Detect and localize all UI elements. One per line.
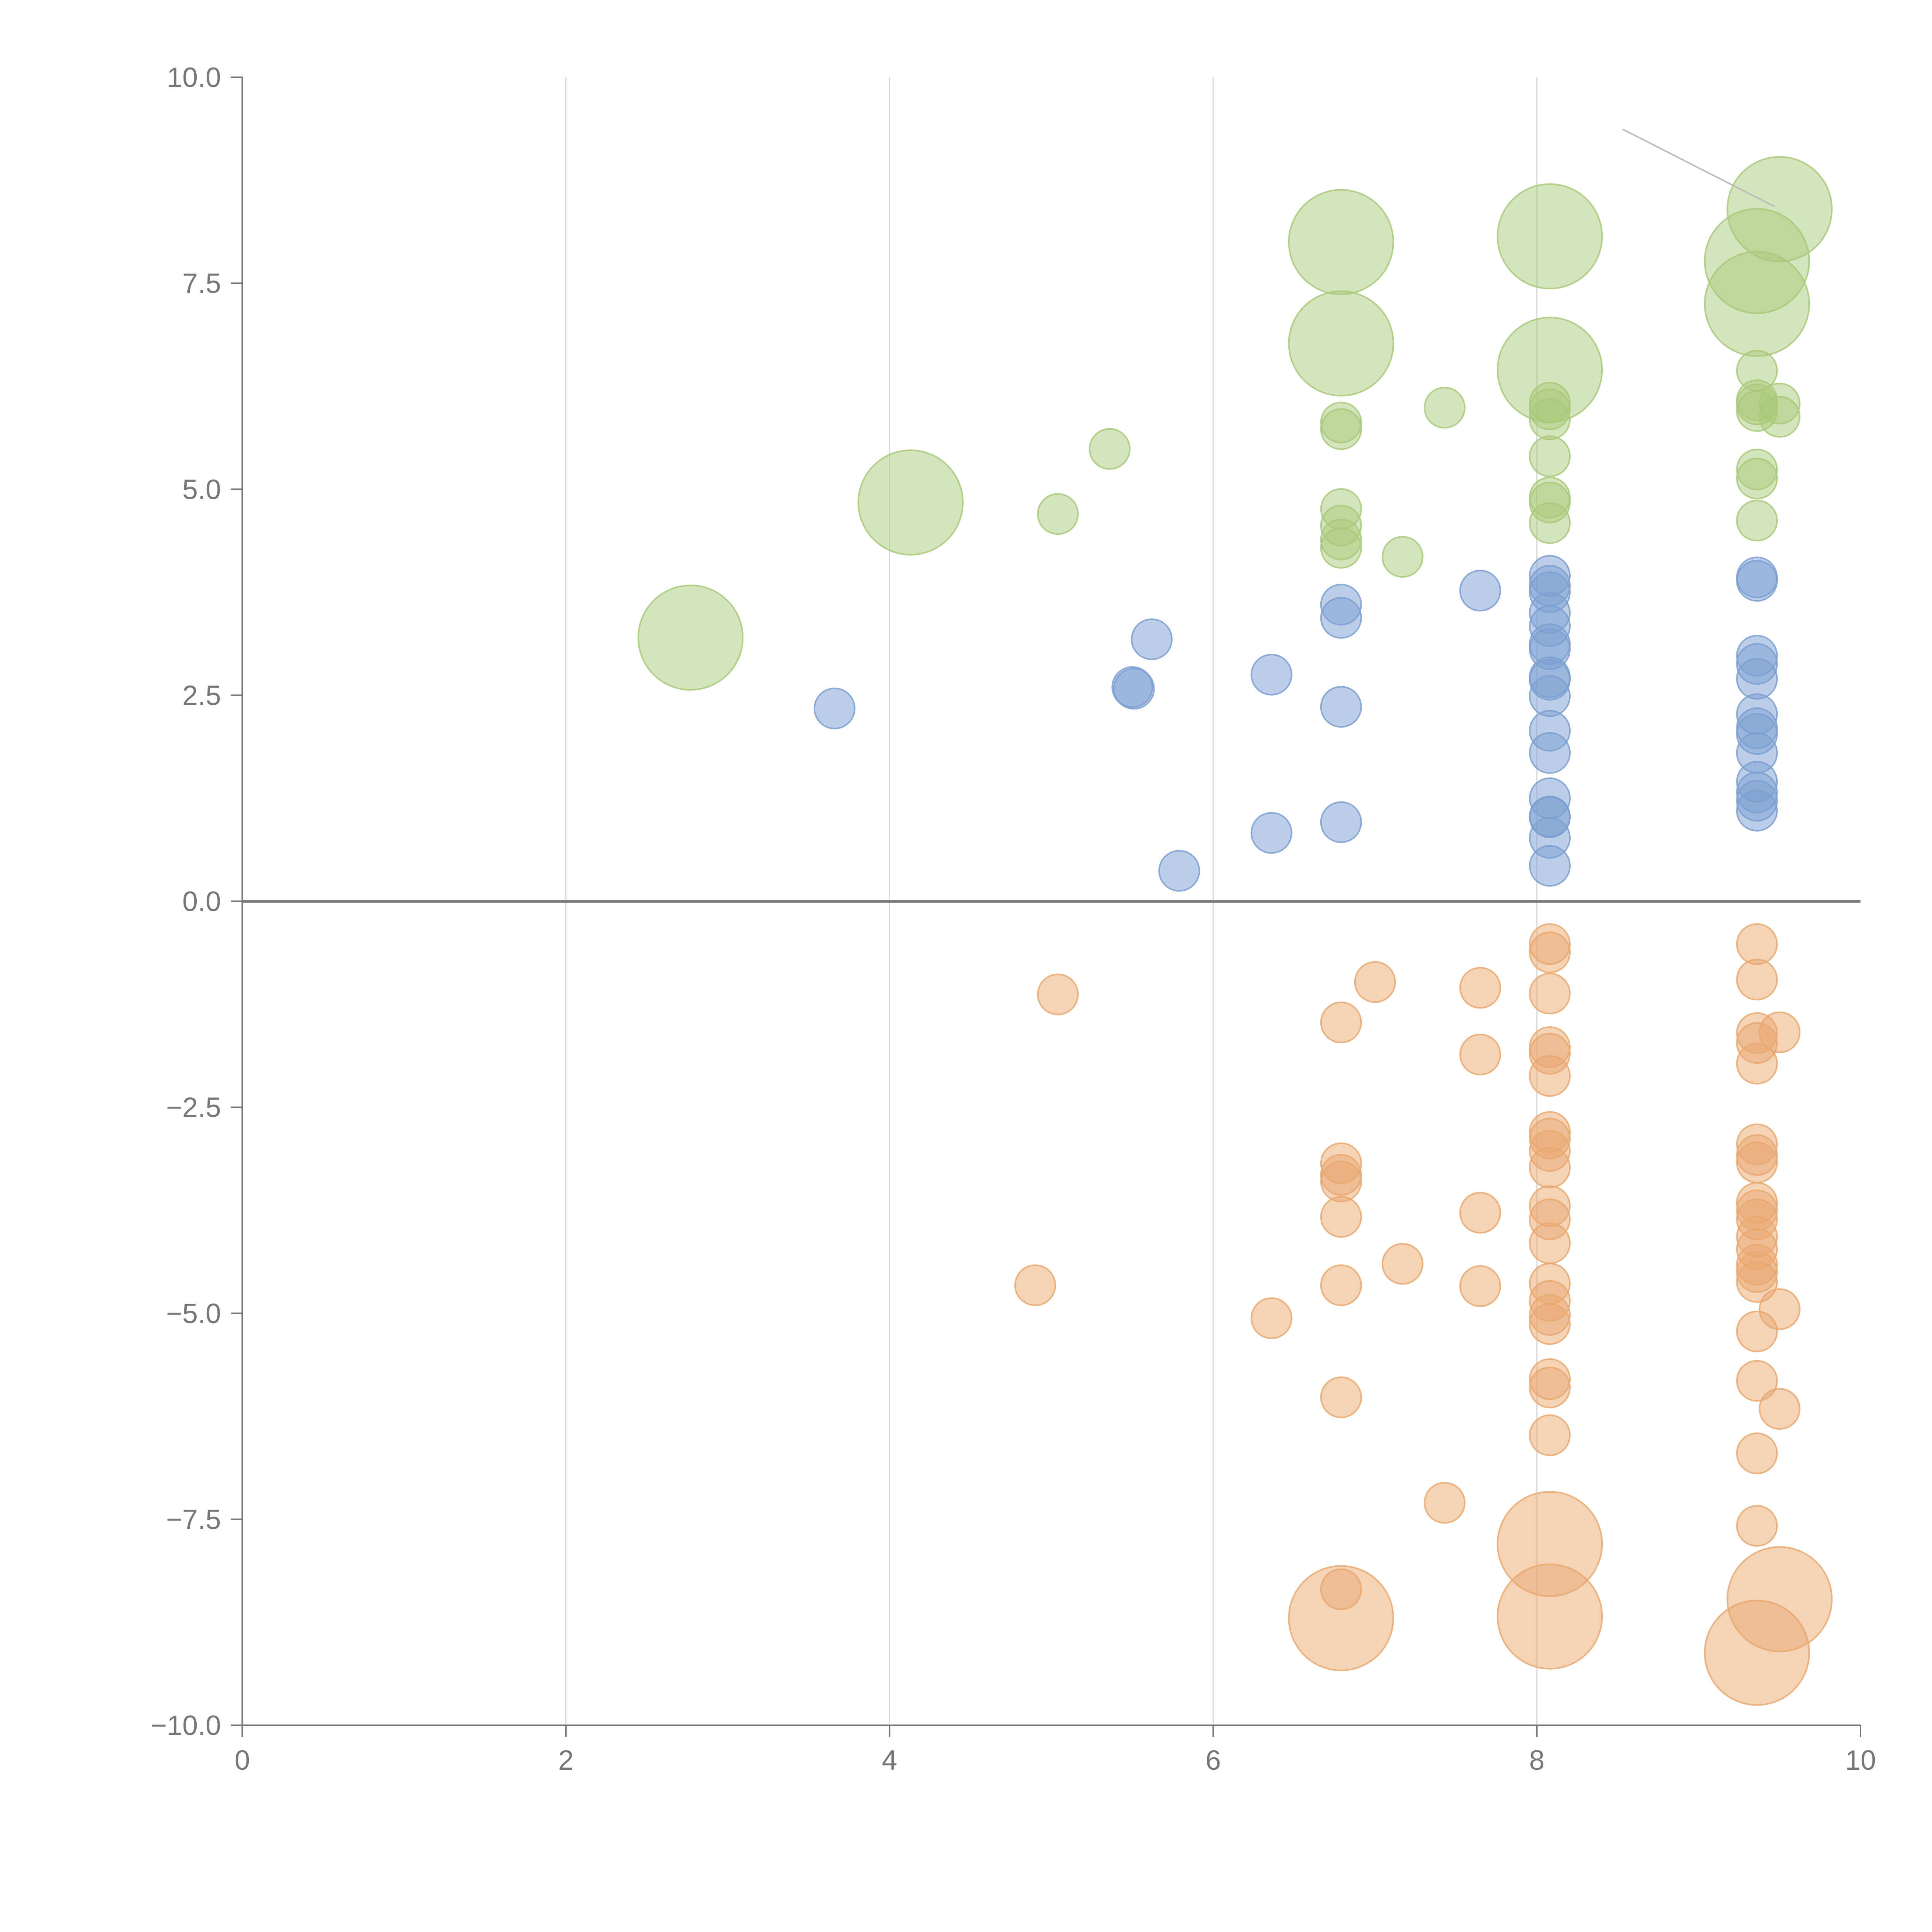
green-bubble — [1037, 493, 1079, 535]
orange-bubble — [1529, 931, 1571, 973]
y-tick-label: −5.0 — [166, 1298, 221, 1329]
orange-bubble — [1529, 1366, 1571, 1408]
green-bubble — [1497, 183, 1603, 289]
green-bubble — [1529, 398, 1571, 440]
orange-bubble — [1736, 1141, 1778, 1184]
blue-bubble — [1320, 597, 1362, 639]
orange-bubble — [1736, 1360, 1778, 1402]
blue-bubble — [1459, 570, 1501, 612]
orange-bubble — [1459, 1265, 1501, 1307]
orange-bubble — [1320, 1196, 1362, 1238]
green-bubble — [1288, 189, 1394, 295]
blue-bubble — [1131, 618, 1173, 660]
blue-bubble — [1250, 654, 1293, 696]
orange-bubble — [1759, 1388, 1801, 1430]
green-bubble — [1704, 251, 1810, 357]
orange-bubble — [1529, 1055, 1571, 1097]
orange-bubble — [1320, 1002, 1362, 1043]
blue-bubble — [1736, 658, 1778, 700]
blue-bubble — [1736, 560, 1778, 602]
x-tick-label: 8 — [1529, 1745, 1544, 1776]
blue-bubble — [813, 687, 855, 730]
x-tick-label: 2 — [558, 1745, 574, 1776]
annotations — [1622, 128, 1775, 207]
green-bubble — [1320, 527, 1362, 569]
blue-bubble — [1113, 668, 1155, 710]
blue-bubble — [1529, 845, 1571, 887]
blue-bubble — [1250, 812, 1293, 854]
y-tick-label: −2.5 — [166, 1092, 221, 1123]
orange-bubble — [1736, 1432, 1778, 1475]
green-bubble — [1529, 435, 1571, 477]
x-tick-label: 0 — [235, 1745, 250, 1776]
orange-bubble — [1459, 1034, 1501, 1076]
y-tick-label: −7.5 — [166, 1504, 221, 1535]
blue-bubble — [1158, 850, 1200, 892]
orange-bubble — [1736, 1261, 1778, 1303]
y-tick-label: 7.5 — [182, 268, 221, 299]
orange-bubble — [1736, 1505, 1778, 1547]
orange-bubble — [1459, 967, 1501, 1009]
x-tick-label: 6 — [1206, 1745, 1221, 1776]
green-bubble — [1736, 500, 1778, 542]
orange-bubble — [1288, 1565, 1394, 1671]
green-bubble — [637, 584, 744, 691]
green-bubble — [1759, 396, 1801, 438]
blue-bubble — [1320, 801, 1362, 843]
green-bubble — [1726, 156, 1833, 262]
orange-bubble — [1354, 961, 1396, 1003]
orange-bubble — [1037, 973, 1079, 1015]
annotation-leader-line — [1622, 128, 1775, 207]
orange-bubble — [1381, 1243, 1423, 1285]
orange-bubble — [1759, 1011, 1801, 1053]
green-bubble — [1423, 387, 1466, 429]
orange-bubble — [1497, 1563, 1603, 1670]
blue-bubble — [1736, 789, 1778, 832]
bubble-layer — [637, 156, 1833, 1706]
y-tick-label: 2.5 — [182, 680, 221, 711]
axes: 0 2 4 6 8 10 10.0 7.5 5.0 2.5 0.0 −2.5 −5.0 −7.5 −10.0 — [151, 62, 1876, 1776]
orange-bubble — [1320, 1376, 1362, 1418]
orange-bubble — [1736, 1043, 1778, 1085]
y-tick-label: 10.0 — [167, 62, 221, 93]
orange-bubble — [1250, 1297, 1293, 1339]
orange-bubble — [1529, 973, 1571, 1015]
orange-bubble — [1320, 1264, 1362, 1306]
orange-bubble — [1529, 1414, 1571, 1456]
orange-bubble — [1014, 1264, 1056, 1306]
y-tick-label: 0.0 — [182, 886, 221, 917]
green-bubble — [1529, 502, 1571, 544]
green-bubble — [1320, 408, 1362, 450]
orange-bubble — [1726, 1546, 1833, 1652]
orange-bubble — [1529, 1222, 1571, 1264]
orange-bubble — [1736, 923, 1778, 965]
y-tick-label: 5.0 — [182, 474, 221, 505]
green-bubble — [1288, 290, 1394, 396]
y-tick-label: −10.0 — [151, 1710, 221, 1741]
green-bubble — [857, 449, 964, 556]
blue-bubble — [1320, 686, 1362, 728]
orange-bubble — [1320, 1160, 1362, 1202]
orange-bubble — [1736, 959, 1778, 1001]
blue-bubble — [1529, 732, 1571, 774]
orange-bubble — [1529, 1146, 1571, 1189]
orange-bubble — [1529, 1303, 1571, 1345]
x-tick-label: 10 — [1845, 1745, 1876, 1776]
orange-bubble — [1423, 1482, 1466, 1524]
orange-bubble — [1459, 1192, 1501, 1234]
green-bubble — [1381, 536, 1423, 578]
green-bubble — [1736, 457, 1778, 500]
green-bubble — [1088, 428, 1131, 470]
orange-bubble — [1759, 1288, 1801, 1330]
x-tick-label: 4 — [882, 1745, 897, 1776]
